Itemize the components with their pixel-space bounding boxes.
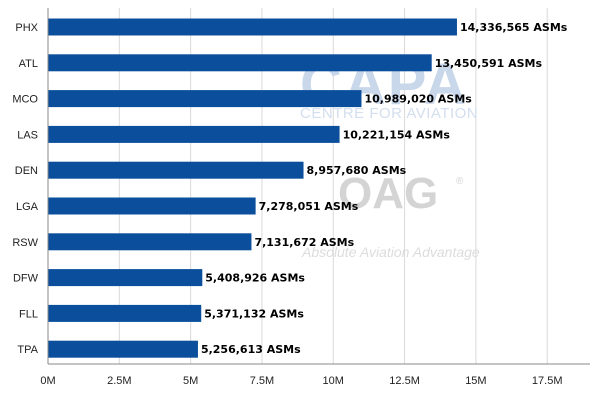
category-label: DEN xyxy=(15,165,38,177)
x-tick-label: 12.5M xyxy=(389,375,420,387)
x-tick-label: 10M xyxy=(323,375,344,387)
x-tick-label: 0M xyxy=(40,375,55,387)
bar xyxy=(48,18,457,36)
category-label: DFW xyxy=(13,273,39,285)
x-axis: 0M 2.5M 5M 7.5M 10M 12.5M 15M 17.5M xyxy=(40,8,590,387)
bar xyxy=(48,233,252,251)
x-tick-label: 7.5M xyxy=(250,375,274,387)
value-label: 5,408,926 ASMs xyxy=(205,272,305,285)
bar xyxy=(48,125,340,143)
value-label: 7,131,672 ASMs xyxy=(254,236,354,249)
value-label: 14,336,565 ASMs xyxy=(460,21,568,34)
bar xyxy=(48,161,304,179)
category-label: TPA xyxy=(17,344,38,356)
oag-logo-watermark: OAG xyxy=(338,169,438,218)
bar xyxy=(48,304,202,322)
bar xyxy=(48,197,256,215)
bar xyxy=(48,269,203,287)
category-label: FLL xyxy=(19,308,38,320)
bar xyxy=(48,54,432,72)
oag-registered-mark: ® xyxy=(456,176,464,187)
bar xyxy=(48,90,362,108)
watermarks: CAPA CENTRE FOR AVIATION OAG ® Absolute … xyxy=(300,52,480,260)
category-label: LGA xyxy=(16,201,39,213)
value-label: 10,221,154 ASMs xyxy=(343,128,451,141)
category-label: PHX xyxy=(15,22,38,34)
x-tick-label: 2.5M xyxy=(107,375,131,387)
oag-tagline-watermark: Absolute Aviation Advantage xyxy=(301,244,480,260)
labels: PHX 14,336,565 ASMs ATL 13,450,591 ASMs MCO 1… xyxy=(12,21,567,356)
capa-tagline-watermark: CENTRE FOR AVIATION xyxy=(300,105,478,122)
category-label: MCO xyxy=(12,94,38,106)
x-tick-label: 17.5M xyxy=(532,375,563,387)
value-label: 8,957,680 ASMs xyxy=(307,164,407,177)
value-label: 5,256,613 ASMs xyxy=(201,343,301,356)
x-tick-label: 5M xyxy=(183,375,198,387)
bar xyxy=(48,340,198,358)
value-label: 13,450,591 ASMs xyxy=(435,57,543,70)
category-label: ATL xyxy=(19,58,38,70)
x-tick-label: 15M xyxy=(465,375,486,387)
category-label: RSW xyxy=(12,237,38,249)
value-label: 5,371,132 ASMs xyxy=(204,307,304,320)
value-label: 10,989,020 ASMs xyxy=(364,93,472,106)
value-label: 7,278,051 ASMs xyxy=(259,200,359,213)
category-label: LAS xyxy=(17,129,38,141)
bars xyxy=(48,18,457,358)
